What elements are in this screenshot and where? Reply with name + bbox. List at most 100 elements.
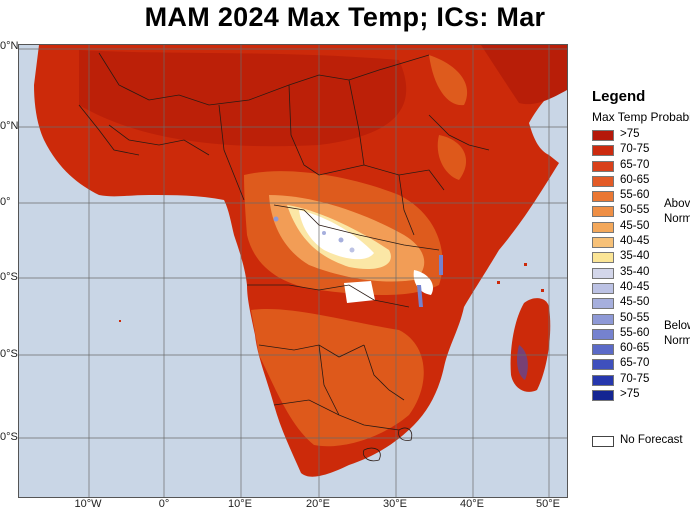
lat-label: 0°S	[0, 348, 18, 360]
blue-speck	[349, 247, 355, 253]
legend-label: 35-40	[620, 265, 650, 278]
lon-label: 20°E	[306, 498, 330, 510]
legend-item: 55-60	[592, 327, 690, 342]
legend-item: 70-75	[592, 373, 690, 388]
arabian-peninsula	[481, 45, 567, 105]
southern-orange-zone	[251, 309, 424, 447]
legend-label: 65-70	[620, 158, 650, 171]
country-borders	[78, 52, 490, 462]
legend-label: 40-45	[620, 235, 650, 248]
island	[541, 289, 544, 292]
blue-speck	[338, 237, 344, 243]
forecast-map[interactable]	[18, 44, 568, 498]
legend-label: 60-65	[620, 342, 650, 355]
legend-swatch	[592, 344, 614, 356]
legend-label: >75	[620, 128, 640, 140]
lon-label: 0°	[158, 498, 170, 510]
legend-label: >75	[620, 388, 640, 401]
legend-rows: >75 70-75 65-70 60-65 55-60 50-55 45-50 40-45 35…	[592, 128, 690, 403]
legend-label: 55-60	[620, 326, 650, 339]
legend-swatch	[592, 145, 614, 157]
ethiopia-orange	[437, 135, 467, 180]
legend-label: 65-70	[620, 357, 650, 370]
legend-item: 35-40	[592, 250, 690, 265]
blue-speck	[273, 216, 279, 222]
legend-item: 70-75	[592, 143, 690, 158]
legend-item: 55-60	[592, 189, 690, 204]
map-canvas	[19, 45, 567, 497]
legend-swatch	[592, 221, 614, 233]
legend-label: 70-75	[620, 143, 650, 156]
legend-swatch	[592, 298, 614, 310]
legend-swatch	[592, 237, 614, 249]
legend-swatch	[592, 130, 614, 141]
lat-label: 0°N	[0, 120, 19, 132]
legend-swatch	[592, 191, 614, 203]
lake	[439, 255, 443, 275]
white-patch-east	[413, 270, 434, 295]
legend-item: 40-45	[592, 235, 690, 250]
no-forecast-legend: No Forecast	[592, 434, 690, 450]
legend-label: 35-40	[620, 250, 650, 263]
madagascar-blue-patch	[517, 345, 528, 380]
legend-item: 50-55	[592, 312, 690, 327]
legend-swatch	[592, 359, 614, 371]
white-patch-south	[344, 281, 375, 303]
island	[524, 263, 527, 266]
legend-item: 35-40	[592, 266, 690, 281]
no-forecast-label: No Forecast	[620, 434, 683, 446]
legend-item: 60-65	[592, 174, 690, 189]
above-normal-label2: Normal	[664, 213, 690, 225]
legend-item: 60-65	[592, 342, 690, 357]
legend-swatch	[592, 267, 614, 279]
legend-label: 45-50	[620, 219, 650, 232]
legend-label: 70-75	[620, 372, 650, 385]
lon-label: 10°W	[74, 498, 102, 510]
above-normal-label: Above	[664, 198, 690, 210]
legend-swatch	[592, 374, 614, 386]
legend: Legend Max Temp Probability >75 70-75 65-7…	[592, 88, 690, 403]
legend-swatch	[592, 252, 614, 264]
island	[119, 320, 121, 322]
legend-swatch	[592, 313, 614, 325]
lake	[417, 285, 423, 307]
lon-label: 50°E	[536, 498, 560, 510]
legend-label: 55-60	[620, 189, 650, 202]
graticule	[19, 45, 567, 497]
legend-swatch	[592, 160, 614, 172]
legend-item: 45-50	[592, 220, 690, 235]
below-normal-label2: Normal	[664, 335, 690, 347]
map-title: MAM 2024 Max Temp; ICs: Mar	[144, 2, 546, 32]
legend-item: >75	[592, 388, 690, 403]
legend-item: 65-70	[592, 159, 690, 174]
legend-item: 40-45	[592, 281, 690, 296]
legend-item: >75	[592, 128, 690, 143]
legend-swatch	[592, 282, 614, 294]
legend-item: 65-70	[592, 357, 690, 372]
legend-title: Legend	[592, 88, 646, 105]
white-patch-central	[299, 210, 374, 260]
legend-swatch	[592, 175, 614, 187]
legend-item: 45-50	[592, 296, 690, 311]
no-forecast-swatch	[592, 436, 614, 447]
lat-label: 0°N	[0, 40, 19, 52]
legend-label: 40-45	[620, 280, 650, 293]
lon-label: 30°E	[383, 498, 407, 510]
below-normal-label: Below	[664, 320, 690, 332]
lon-label: 40°E	[460, 498, 484, 510]
legend-label: 60-65	[620, 173, 650, 186]
legend-swatch	[592, 390, 614, 402]
legend-label: 50-55	[620, 311, 650, 324]
lat-label: 0°S	[0, 271, 18, 283]
legend-swatch	[592, 328, 614, 340]
legend-subtitle: Max Temp Probability	[592, 110, 690, 124]
north-east-orange	[429, 55, 468, 106]
sahara-deep-red	[79, 50, 407, 147]
legend-label: 45-50	[620, 296, 650, 309]
legend-label: 50-55	[620, 204, 650, 217]
blue-speck	[322, 231, 326, 235]
island	[497, 281, 500, 284]
legend-swatch	[592, 206, 614, 218]
legend-item: 50-55	[592, 204, 690, 219]
lat-label: 0°	[0, 196, 11, 208]
